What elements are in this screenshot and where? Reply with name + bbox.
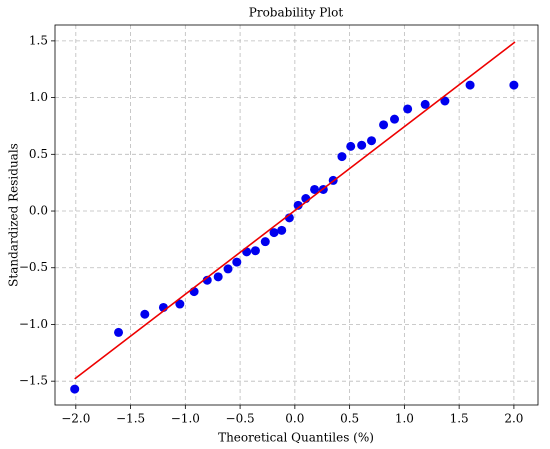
data-point <box>310 184 320 194</box>
data-point <box>403 104 413 114</box>
data-point <box>337 152 347 162</box>
x-tick-label: 0.0 <box>285 412 304 426</box>
x-tick-label: −2.0 <box>61 412 90 426</box>
data-point <box>202 275 212 285</box>
data-point <box>114 327 124 337</box>
data-point <box>232 257 242 267</box>
x-tick-label: 0.5 <box>340 412 359 426</box>
y-tick-label: −0.5 <box>19 260 48 274</box>
data-point <box>260 237 270 247</box>
data-point <box>213 272 223 282</box>
plot-frame <box>54 24 539 406</box>
data-point <box>390 114 400 124</box>
y-tick-label: 1.0 <box>29 90 48 104</box>
y-axis-label: Standardized Residuals <box>7 143 21 287</box>
y-tick-label: 0.5 <box>29 147 48 161</box>
y-tick-label: 1.5 <box>29 33 48 47</box>
data-point <box>242 247 252 257</box>
x-tick-label: 2.0 <box>504 412 523 426</box>
chart-title: Probability Plot <box>249 6 344 20</box>
data-point <box>509 80 519 90</box>
data-point <box>269 228 279 238</box>
x-tick-label: 1.0 <box>395 412 414 426</box>
data-point <box>140 309 150 319</box>
x-tick-label: −0.5 <box>226 412 255 426</box>
x-tick-label: −1.5 <box>116 412 145 426</box>
data-point <box>346 141 356 151</box>
data-point <box>70 384 80 394</box>
data-point <box>440 96 450 106</box>
y-tick-label: 0.0 <box>29 204 48 218</box>
fit-line <box>74 41 516 380</box>
data-point <box>250 246 260 256</box>
data-point <box>367 136 377 146</box>
x-tick-label: 1.5 <box>450 412 469 426</box>
x-axis-label: Theoretical Quantiles (%) <box>218 431 374 445</box>
y-tick-label: −1.0 <box>19 317 48 331</box>
data-point <box>420 99 430 109</box>
y-tick-label: −1.5 <box>19 374 48 388</box>
data-point <box>293 200 303 210</box>
data-point <box>223 264 233 274</box>
data-point <box>379 120 389 130</box>
x-tick-label: −1.0 <box>171 412 200 426</box>
data-point <box>357 140 367 150</box>
data-point <box>465 80 475 90</box>
data-point <box>277 225 287 235</box>
data-point <box>175 299 185 309</box>
